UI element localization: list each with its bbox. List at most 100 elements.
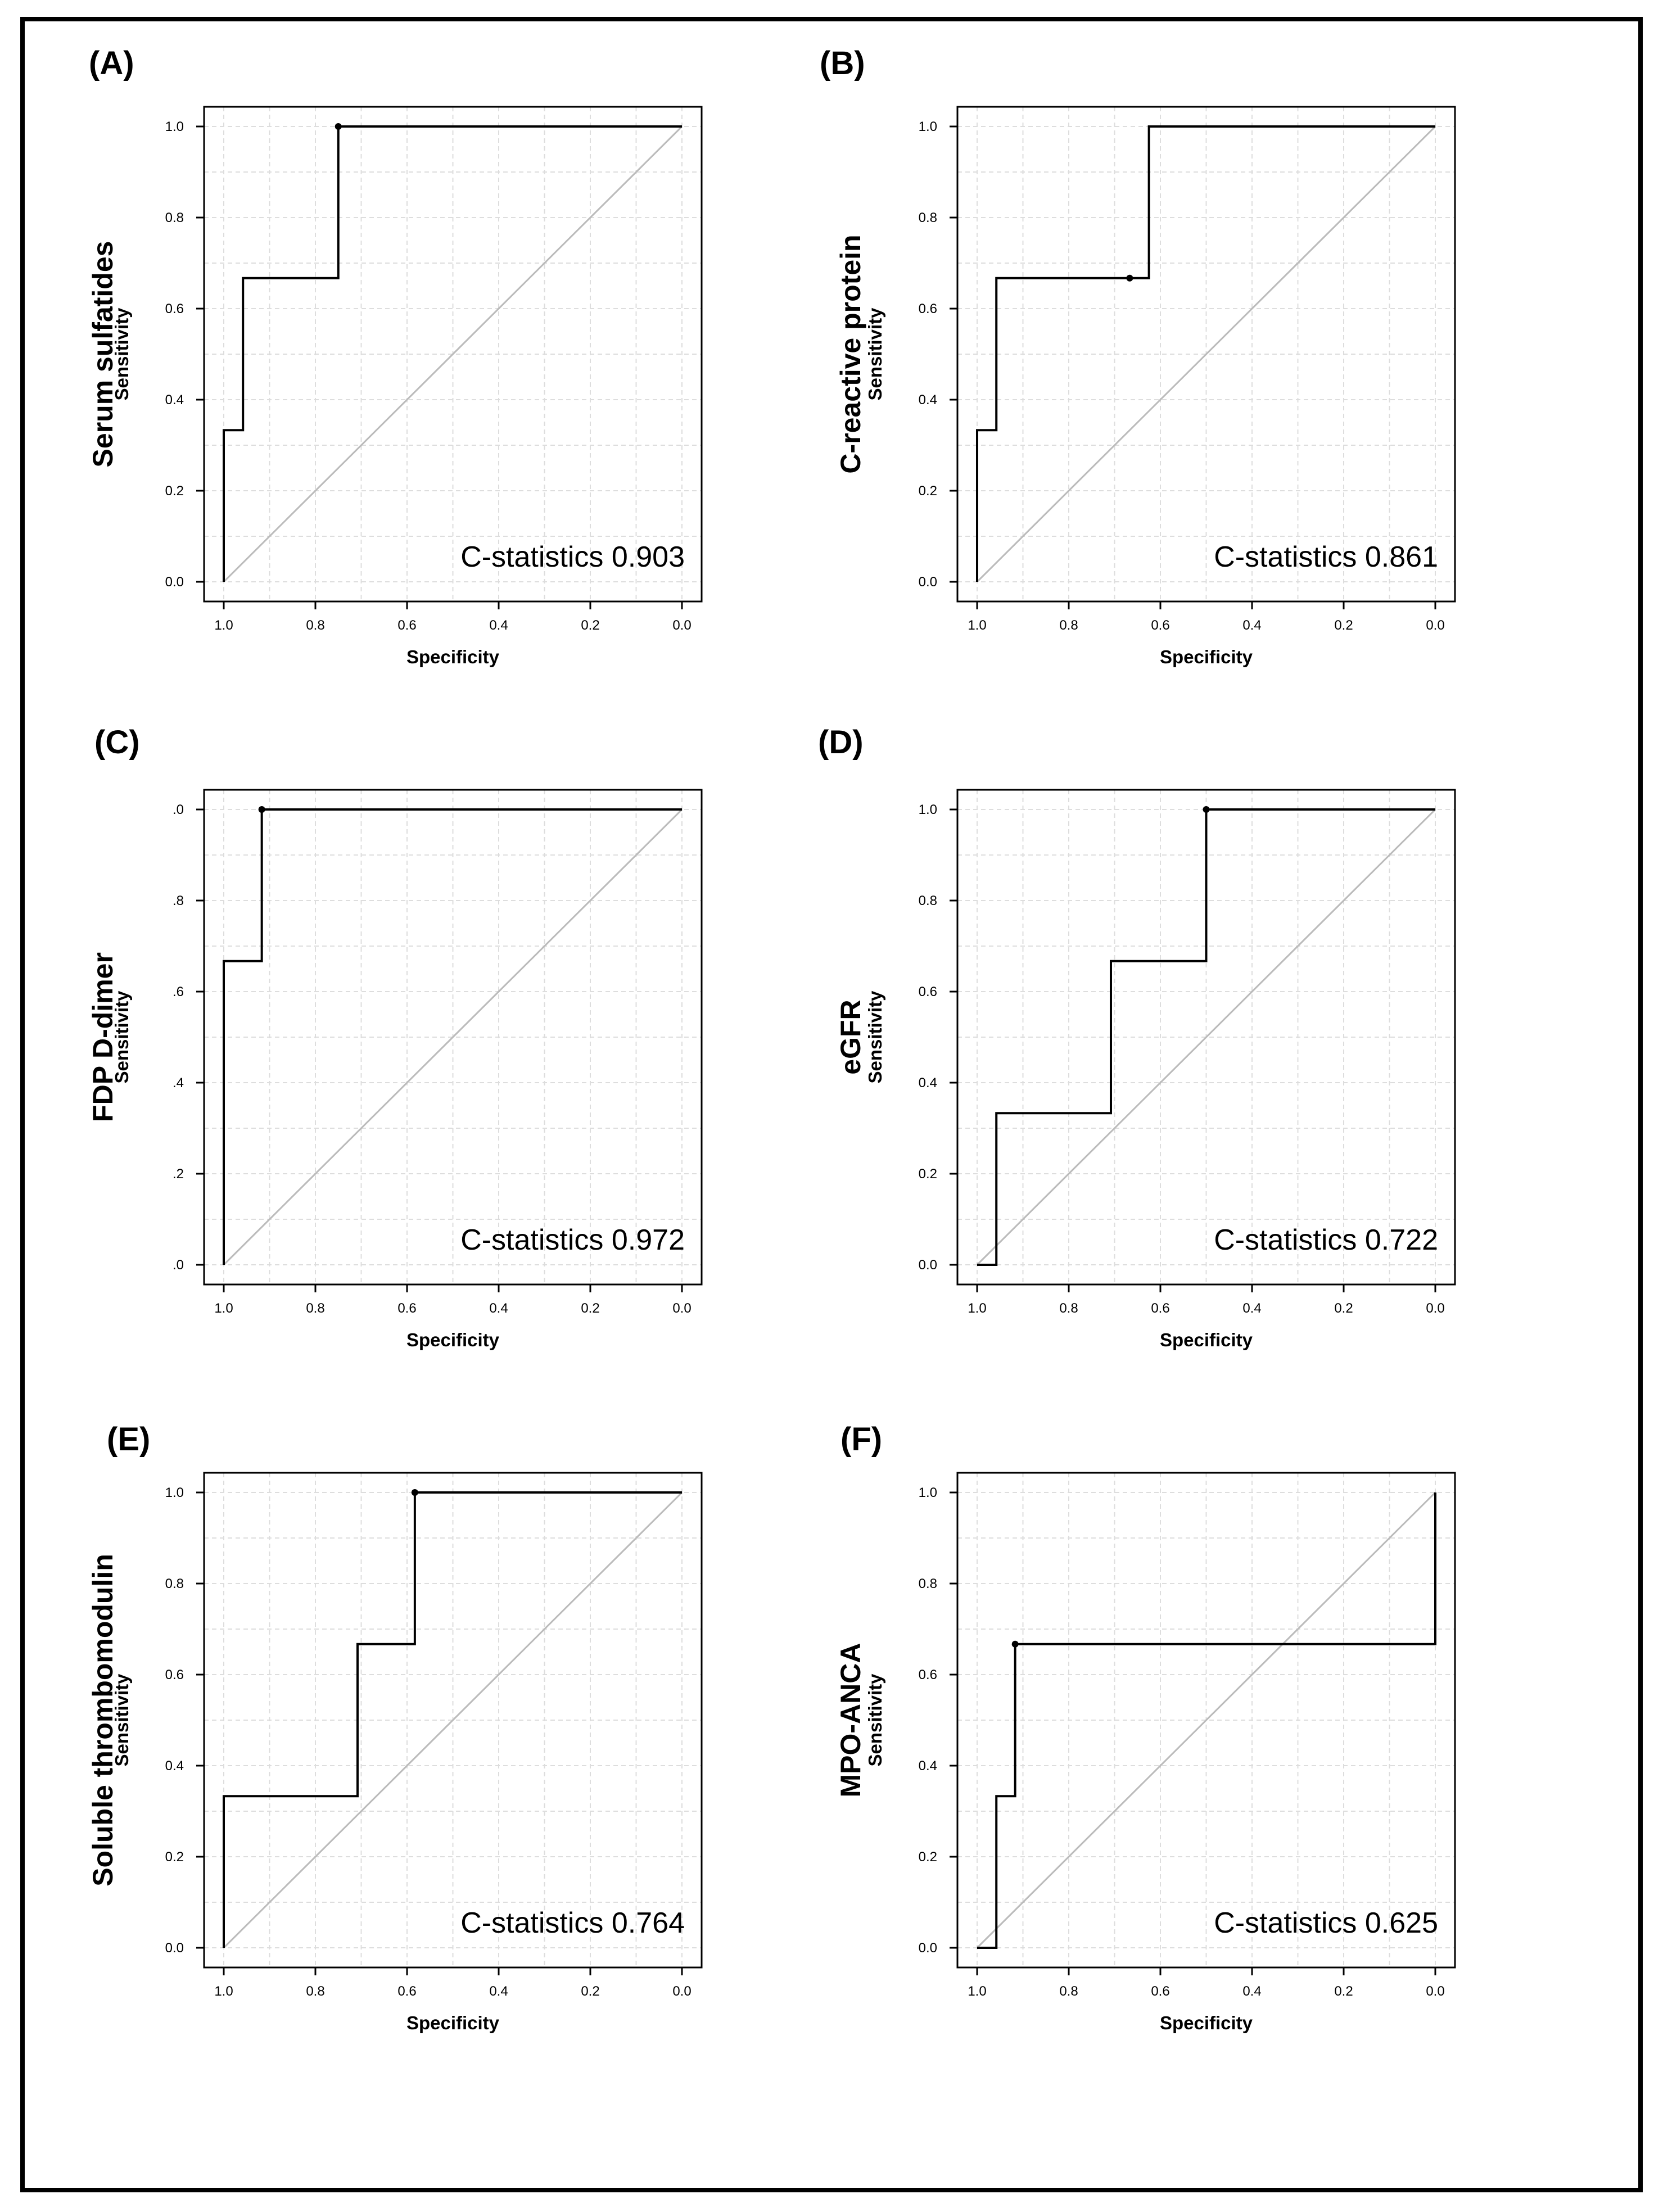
x-tick-label: 0.4 (1242, 618, 1261, 633)
x-tick-label: 0.8 (1059, 1301, 1078, 1316)
y-axis-title: Sensitivity (111, 307, 132, 401)
x-tick-label: 0.0 (1426, 618, 1444, 633)
c-statistic-label: C-statistics 0.861 (1214, 541, 1438, 573)
x-tick-label: 0.8 (1059, 1984, 1078, 1999)
threshold-point (335, 123, 342, 130)
y-tick-label: .2 (173, 1166, 184, 1182)
x-tick-label: 1.0 (968, 1984, 986, 1999)
x-tick-label: 0.6 (397, 1984, 416, 1999)
x-tick-label: 0.6 (397, 1301, 416, 1316)
y-tick-label: 0.8 (919, 1576, 937, 1591)
reference-diagonal (976, 125, 1436, 583)
c-statistic-label: C-statistics 0.722 (1214, 1224, 1438, 1256)
roc-curve (977, 1492, 1436, 1949)
panel-label: (B) (820, 45, 865, 82)
metric-label: Serum sulfatides (87, 241, 119, 468)
metric-label: eGFR (835, 999, 866, 1074)
y-tick-label: .4 (173, 1075, 184, 1091)
c-statistic-label: C-statistics 0.625 (1214, 1907, 1438, 1939)
y-tick-label: 0.4 (165, 1758, 184, 1774)
x-tick-label: 0.8 (306, 618, 324, 633)
y-tick-label: 1.0 (919, 1485, 937, 1500)
y-tick-label: .0 (173, 1257, 184, 1273)
y-tick-label: 0.2 (919, 1849, 937, 1865)
x-tick-label: 0.2 (1334, 618, 1353, 633)
x-tick-label: 0.8 (1059, 618, 1078, 633)
threshold-point (1011, 1640, 1019, 1648)
reference-diagonal (976, 808, 1436, 1266)
plot-area-border (203, 1472, 703, 1969)
y-axis-title: Sensitivity (865, 307, 885, 401)
threshold-point (258, 806, 265, 813)
y-tick-label: 0.8 (919, 893, 937, 908)
x-tick-label: 0.0 (672, 618, 691, 633)
x-tick-label: 1.0 (214, 618, 233, 633)
roc-curve (976, 125, 1435, 582)
y-tick-label: 0.0 (919, 1257, 937, 1273)
x-tick-label: 0.4 (1242, 1301, 1261, 1316)
x-axis-title: Specificity (406, 646, 500, 667)
plot-area-border (956, 789, 1456, 1286)
metric-label: C-reactive protein (835, 234, 866, 473)
y-tick-label: 0.0 (919, 575, 937, 590)
threshold-point (1126, 274, 1133, 282)
metric-label: Soluble thrombomodulin (87, 1554, 119, 1887)
y-tick-label: .0 (173, 802, 184, 817)
x-tick-label: 0.2 (581, 618, 599, 633)
x-tick-label: 0.0 (1426, 1984, 1444, 1999)
roc-curve (223, 808, 682, 1265)
roc-panel-2: 1.0 0.8 0.6 0.4 0.2 0.0 .0 .2 .4 .6 .8 .0 Specificit… (87, 724, 703, 1350)
x-axis-title: Specificity (1160, 646, 1253, 667)
y-axis-title: Sensitivity (111, 1673, 132, 1767)
panel-label: (C) (94, 724, 140, 761)
x-axis-title: Specificity (406, 2012, 500, 2033)
x-tick-label: 0.6 (1151, 1301, 1169, 1316)
x-tick-label: 0.0 (672, 1301, 691, 1316)
panel-label: (E) (107, 1421, 150, 1458)
x-tick-label: 0.0 (672, 1984, 691, 1999)
y-tick-label: 0.0 (919, 1940, 937, 1956)
y-tick-label: 1.0 (919, 802, 937, 817)
y-tick-label: 0.6 (165, 301, 184, 316)
c-statistic-label: C-statistics 0.903 (460, 541, 685, 573)
panel-label: (A) (89, 45, 134, 82)
roc-panel-5: 1.0 0.8 0.6 0.4 0.2 0.0 0.0 0.2 0.4 0.6 0.8 1.0 Spec… (835, 1421, 1456, 2033)
x-tick-label: 0.4 (489, 618, 508, 633)
c-statistic-label: C-statistics 0.764 (460, 1907, 685, 1939)
y-tick-label: 0.0 (165, 575, 184, 590)
x-tick-label: 0.4 (1242, 1984, 1261, 1999)
y-tick-label: .6 (173, 984, 184, 999)
reference-diagonal (223, 125, 683, 583)
plot-area-border (203, 106, 703, 603)
y-tick-label: 0.6 (165, 1667, 184, 1682)
y-tick-label: .8 (173, 893, 184, 908)
y-tick-label: 0.8 (165, 1576, 184, 1591)
x-tick-label: 1.0 (214, 1301, 233, 1316)
threshold-point (411, 1489, 418, 1496)
y-tick-label: 0.6 (919, 1667, 937, 1682)
plot-area-border (956, 106, 1456, 603)
x-axis-title: Specificity (406, 1329, 500, 1350)
roc-curve (977, 808, 1435, 1266)
x-axis-title: Specificity (1160, 2012, 1253, 2033)
y-axis-title: Sensitivity (111, 990, 132, 1084)
y-tick-label: 0.6 (919, 301, 937, 316)
reference-diagonal (223, 808, 683, 1266)
x-tick-label: 0.2 (581, 1984, 599, 1999)
x-tick-label: 1.0 (968, 1301, 986, 1316)
y-tick-label: 1.0 (165, 1485, 184, 1500)
metric-label: MPO-ANCA (835, 1643, 866, 1798)
x-tick-label: 1.0 (214, 1984, 233, 1999)
y-tick-label: 0.2 (165, 1849, 184, 1865)
panel-label: (F) (840, 1421, 882, 1458)
y-tick-label: 0.4 (919, 392, 937, 408)
figure-frame (20, 17, 1643, 2192)
y-tick-label: 0.2 (919, 1166, 937, 1182)
y-axis-title: Sensitivity (865, 990, 885, 1084)
y-tick-label: 0.4 (165, 392, 184, 408)
threshold-point (1203, 806, 1210, 813)
x-tick-label: 0.0 (1426, 1301, 1444, 1316)
roc-panel-3: 1.0 0.8 0.6 0.4 0.2 0.0 0.0 0.2 0.4 0.6 0.8 1.0 Spec… (818, 724, 1456, 1350)
y-tick-label: 0.6 (919, 984, 937, 999)
